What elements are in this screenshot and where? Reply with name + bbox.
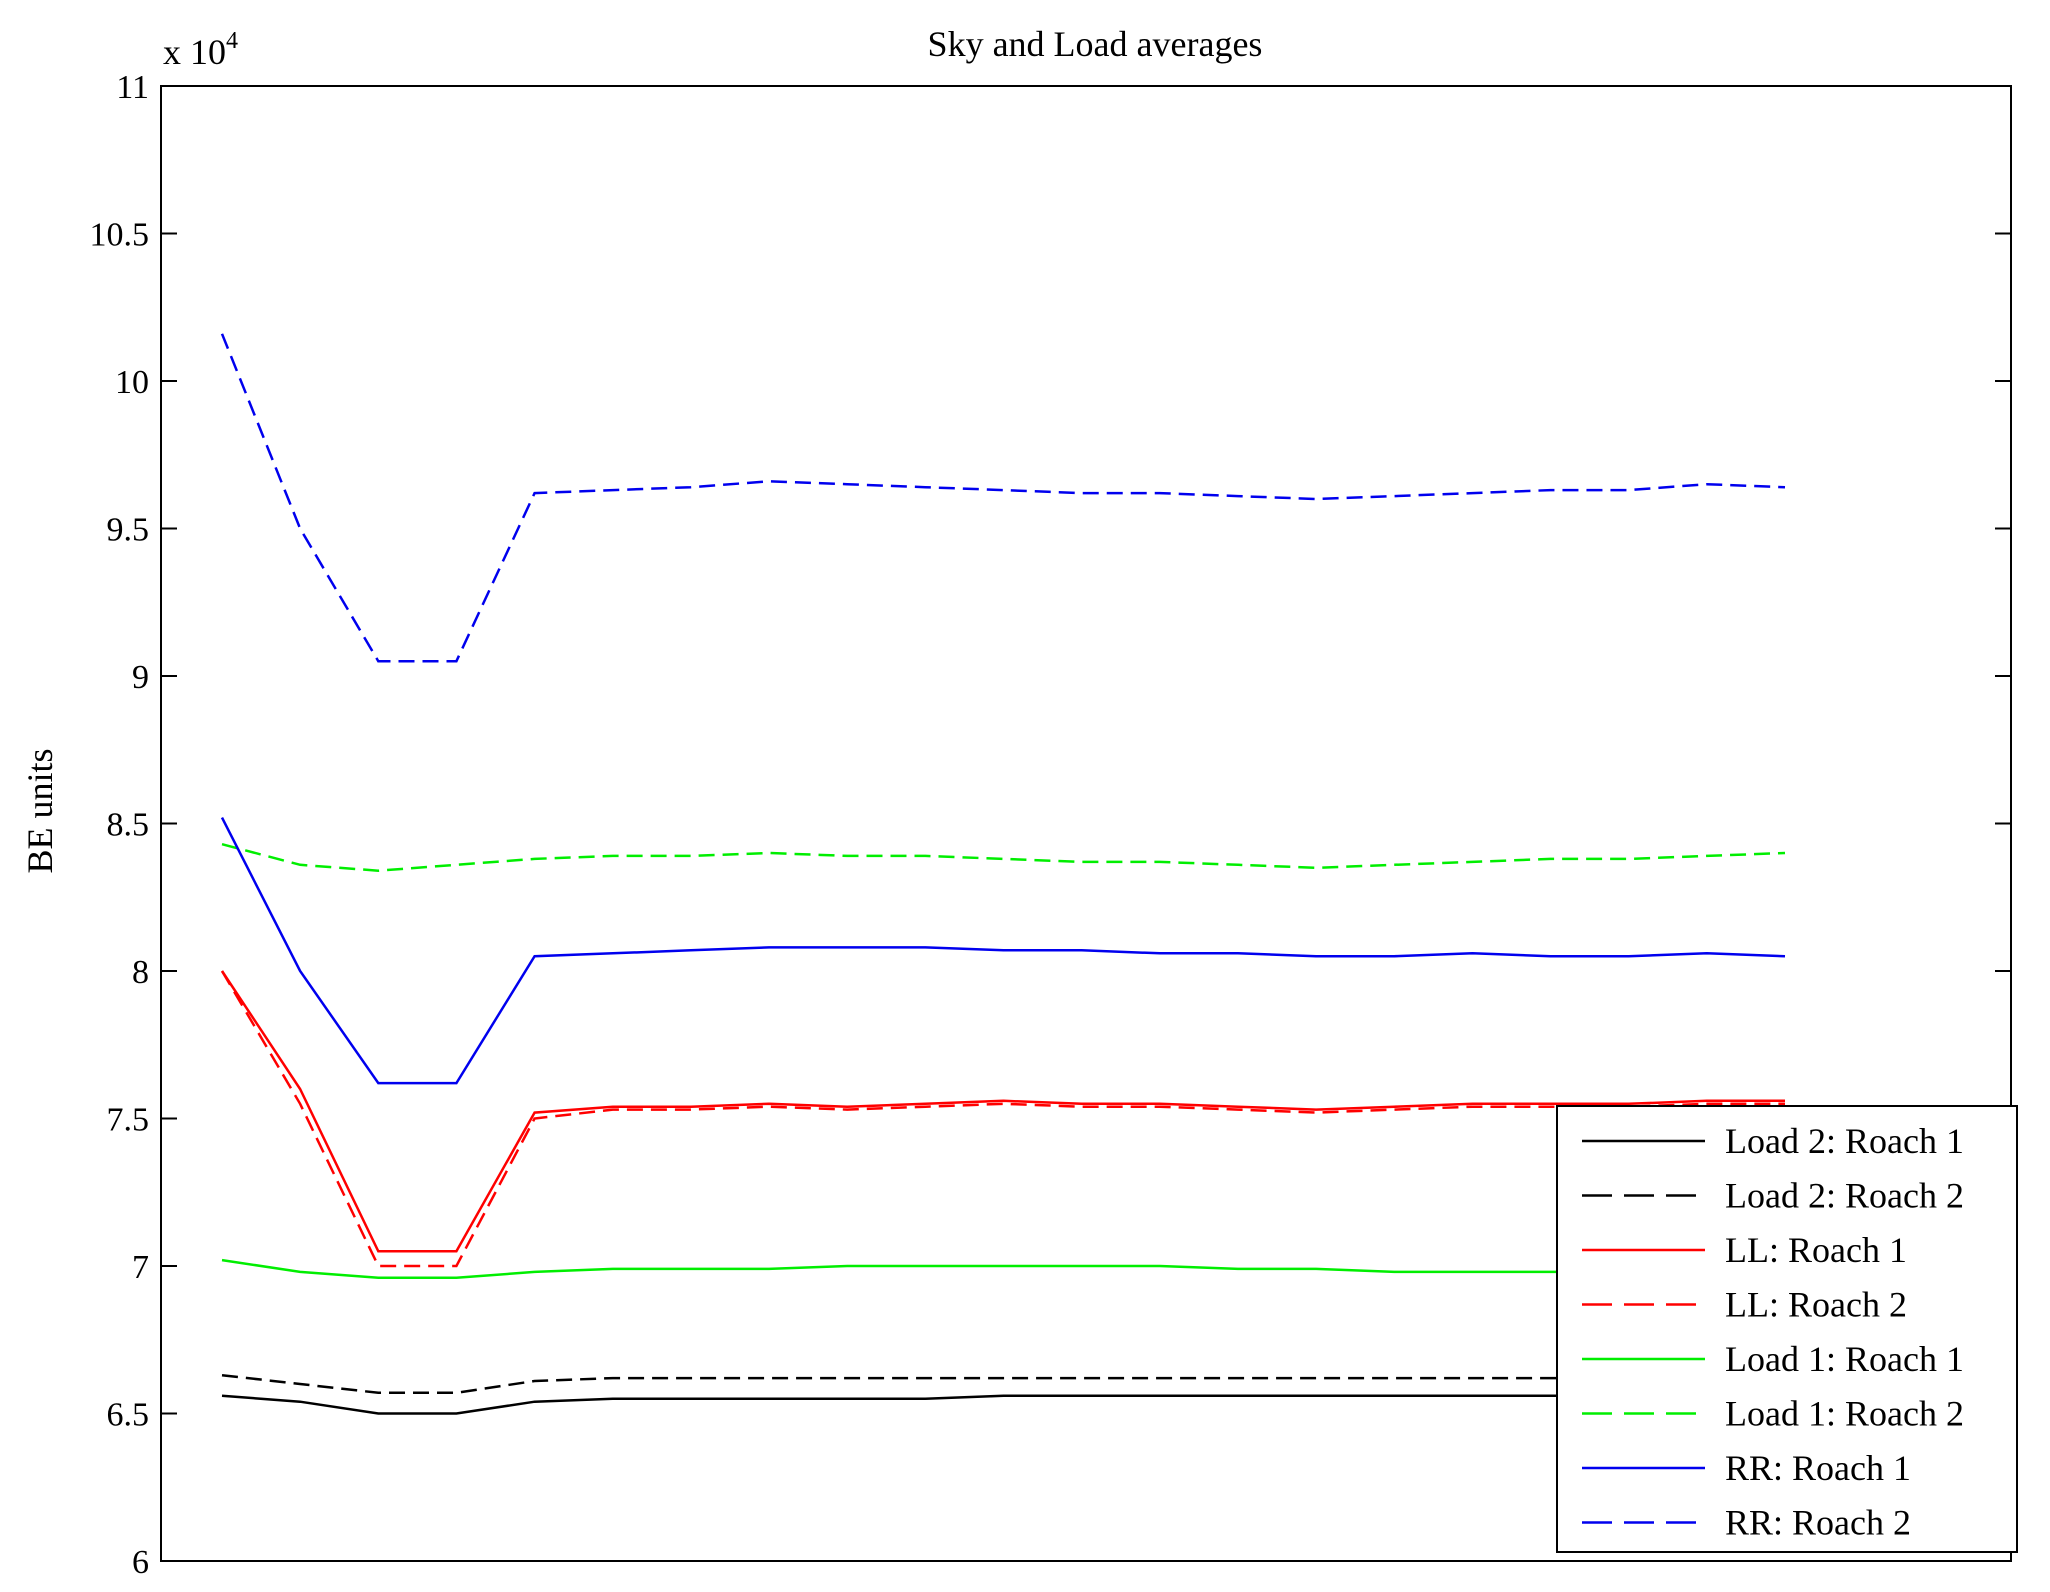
- y-tick-label: 11: [116, 69, 149, 106]
- legend: Load 2: Roach 1 Load 2: Roach 2 LL: Roach …: [1556, 1105, 2018, 1553]
- chart-title: Sky and Load averages: [928, 24, 1263, 64]
- legend-label-5: Load 1: Roach 2: [1725, 1394, 1964, 1434]
- y-tick-label: 8: [132, 954, 149, 991]
- y-tick-label: 10.5: [90, 217, 150, 254]
- legend-label-6: RR: Roach 1: [1725, 1448, 1911, 1488]
- series-line-2: [220, 970, 1785, 1253]
- y-axis-multiplier-exponent: 4: [226, 28, 238, 54]
- legend-label-1: Load 2: Roach 2: [1725, 1176, 1964, 1216]
- legend-label-4: Load 1: Roach 1: [1725, 1339, 1964, 1379]
- y-tick-label: 7: [132, 1249, 149, 1286]
- series-line-1: [221, 1373, 1785, 1395]
- legend-label-3: LL: Roach 2: [1725, 1285, 1907, 1325]
- y-axis-multiplier-base: x 10: [163, 32, 226, 72]
- series-line-5: [221, 842, 1786, 872]
- y-tick-label: 6.5: [107, 1397, 150, 1434]
- series-line-0: [221, 1394, 1785, 1415]
- plot-series: [220, 333, 1786, 1415]
- y-tick-label: 7.5: [107, 1102, 150, 1139]
- series-line-7: [220, 333, 1786, 663]
- series-line-6: [220, 817, 1786, 1085]
- legend-label-2: LL: Roach 1: [1725, 1230, 1907, 1270]
- series-line-3: [220, 970, 1785, 1268]
- y-tick-label: 8.5: [107, 807, 150, 844]
- y-tick-label: 6: [132, 1544, 149, 1581]
- y-tick-label: 9.5: [107, 512, 150, 549]
- legend-label-7: RR: Roach 2: [1725, 1503, 1911, 1543]
- legend-label-0: Load 2: Roach 1: [1725, 1121, 1964, 1161]
- y-tick-label: 9: [132, 659, 149, 696]
- y-axis-ticks: 6 6.5 7 7.5 8 8.5 9 9.5 10 10.5 11: [90, 69, 2011, 1581]
- legend-box: [1556, 1105, 2018, 1553]
- y-tick-label: 10: [115, 364, 149, 401]
- y-axis-label: BE units: [20, 748, 60, 873]
- series-line-4: [221, 1258, 1785, 1280]
- plot-area-frame: [160, 85, 2012, 1562]
- y-axis-multiplier: x 104: [163, 28, 238, 72]
